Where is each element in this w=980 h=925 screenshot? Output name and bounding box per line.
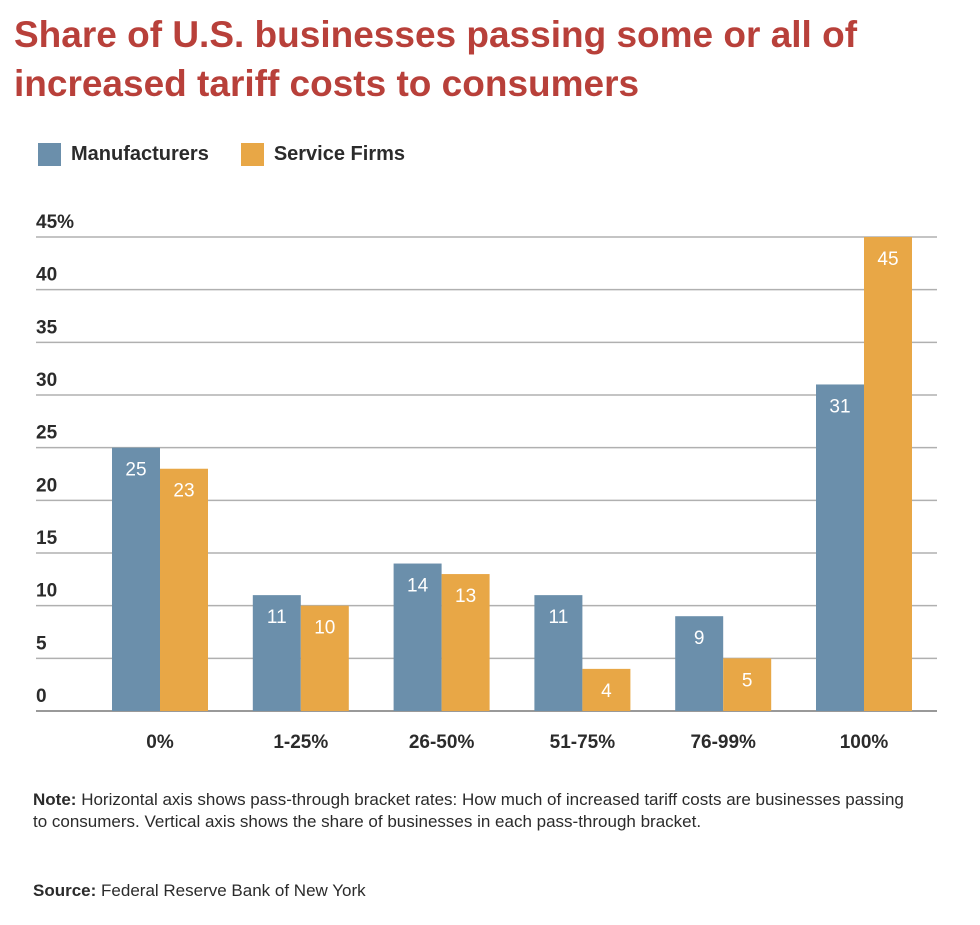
- bar-manufacturers: [252, 595, 301, 711]
- bar-manufacturers: [112, 447, 160, 711]
- y-tick-label: 5: [36, 633, 47, 654]
- data-label: 14: [407, 576, 429, 597]
- y-tick-label: 35: [36, 317, 58, 338]
- bar-service-firms: [723, 658, 772, 711]
- y-tick-label: 30: [36, 370, 57, 391]
- bar-manufacturers: [816, 384, 864, 711]
- y-tick-label: 25: [36, 423, 58, 444]
- legend-swatch-manufacturers: [38, 143, 61, 166]
- x-tick-label: 1-25%: [273, 732, 328, 753]
- source: Source: Federal Reserve Bank of New York: [33, 881, 366, 901]
- legend-item-service-firms: Service Firms: [240, 143, 406, 166]
- x-tick-label: 100%: [840, 732, 889, 753]
- data-label: 11: [549, 607, 569, 628]
- y-tick-label: 0: [36, 686, 47, 707]
- bar-service-firms: [300, 605, 349, 711]
- bar-service-firms: [441, 574, 490, 711]
- legend-item-manufacturers: Manufacturers: [38, 143, 209, 166]
- y-tick-label: 40: [36, 265, 57, 286]
- data-label: 23: [173, 481, 194, 502]
- data-label: 25: [125, 460, 146, 481]
- data-label: 13: [455, 586, 476, 607]
- x-tick-label: 26-50%: [409, 732, 475, 753]
- y-tick-label: 15: [36, 528, 58, 549]
- bar-service-firms: [582, 668, 631, 711]
- note-label: Note:: [33, 790, 77, 809]
- data-label: 9: [694, 628, 705, 649]
- y-tick-label: 20: [36, 475, 57, 496]
- y-tick-label: 45%: [36, 212, 74, 233]
- legend-label: Manufacturers: [71, 143, 209, 165]
- data-label: 45: [877, 249, 898, 270]
- data-label: 31: [829, 396, 850, 417]
- x-tick-label: 76-99%: [690, 732, 756, 753]
- bar-service-firms: [160, 468, 208, 711]
- note-text: Horizontal axis shows pass-through brack…: [33, 790, 904, 831]
- bar-manufacturers: [393, 563, 442, 711]
- source-label: Source:: [33, 881, 97, 900]
- y-tick-label: 10: [36, 581, 57, 602]
- legend-label: Service Firms: [273, 143, 406, 165]
- bar-manufacturers: [534, 595, 583, 711]
- data-label: 4: [601, 681, 612, 702]
- data-label: 5: [742, 670, 753, 691]
- data-label: 11: [267, 607, 287, 628]
- bar-service-firms: [864, 237, 912, 711]
- x-tick-label: 0%: [146, 732, 174, 753]
- note: Note: Horizontal axis shows pass-through…: [33, 789, 913, 833]
- bar-manufacturers: [675, 616, 724, 711]
- source-text: Federal Reserve Bank of New York: [101, 881, 366, 900]
- chart-title: Share of U.S. businesses passing some or…: [14, 14, 858, 104]
- legend: Manufacturers Service Firms: [38, 143, 405, 166]
- legend-swatch-service-firms: [240, 143, 264, 166]
- x-tick-label: 51-75%: [550, 732, 616, 753]
- data-label: 10: [314, 618, 335, 639]
